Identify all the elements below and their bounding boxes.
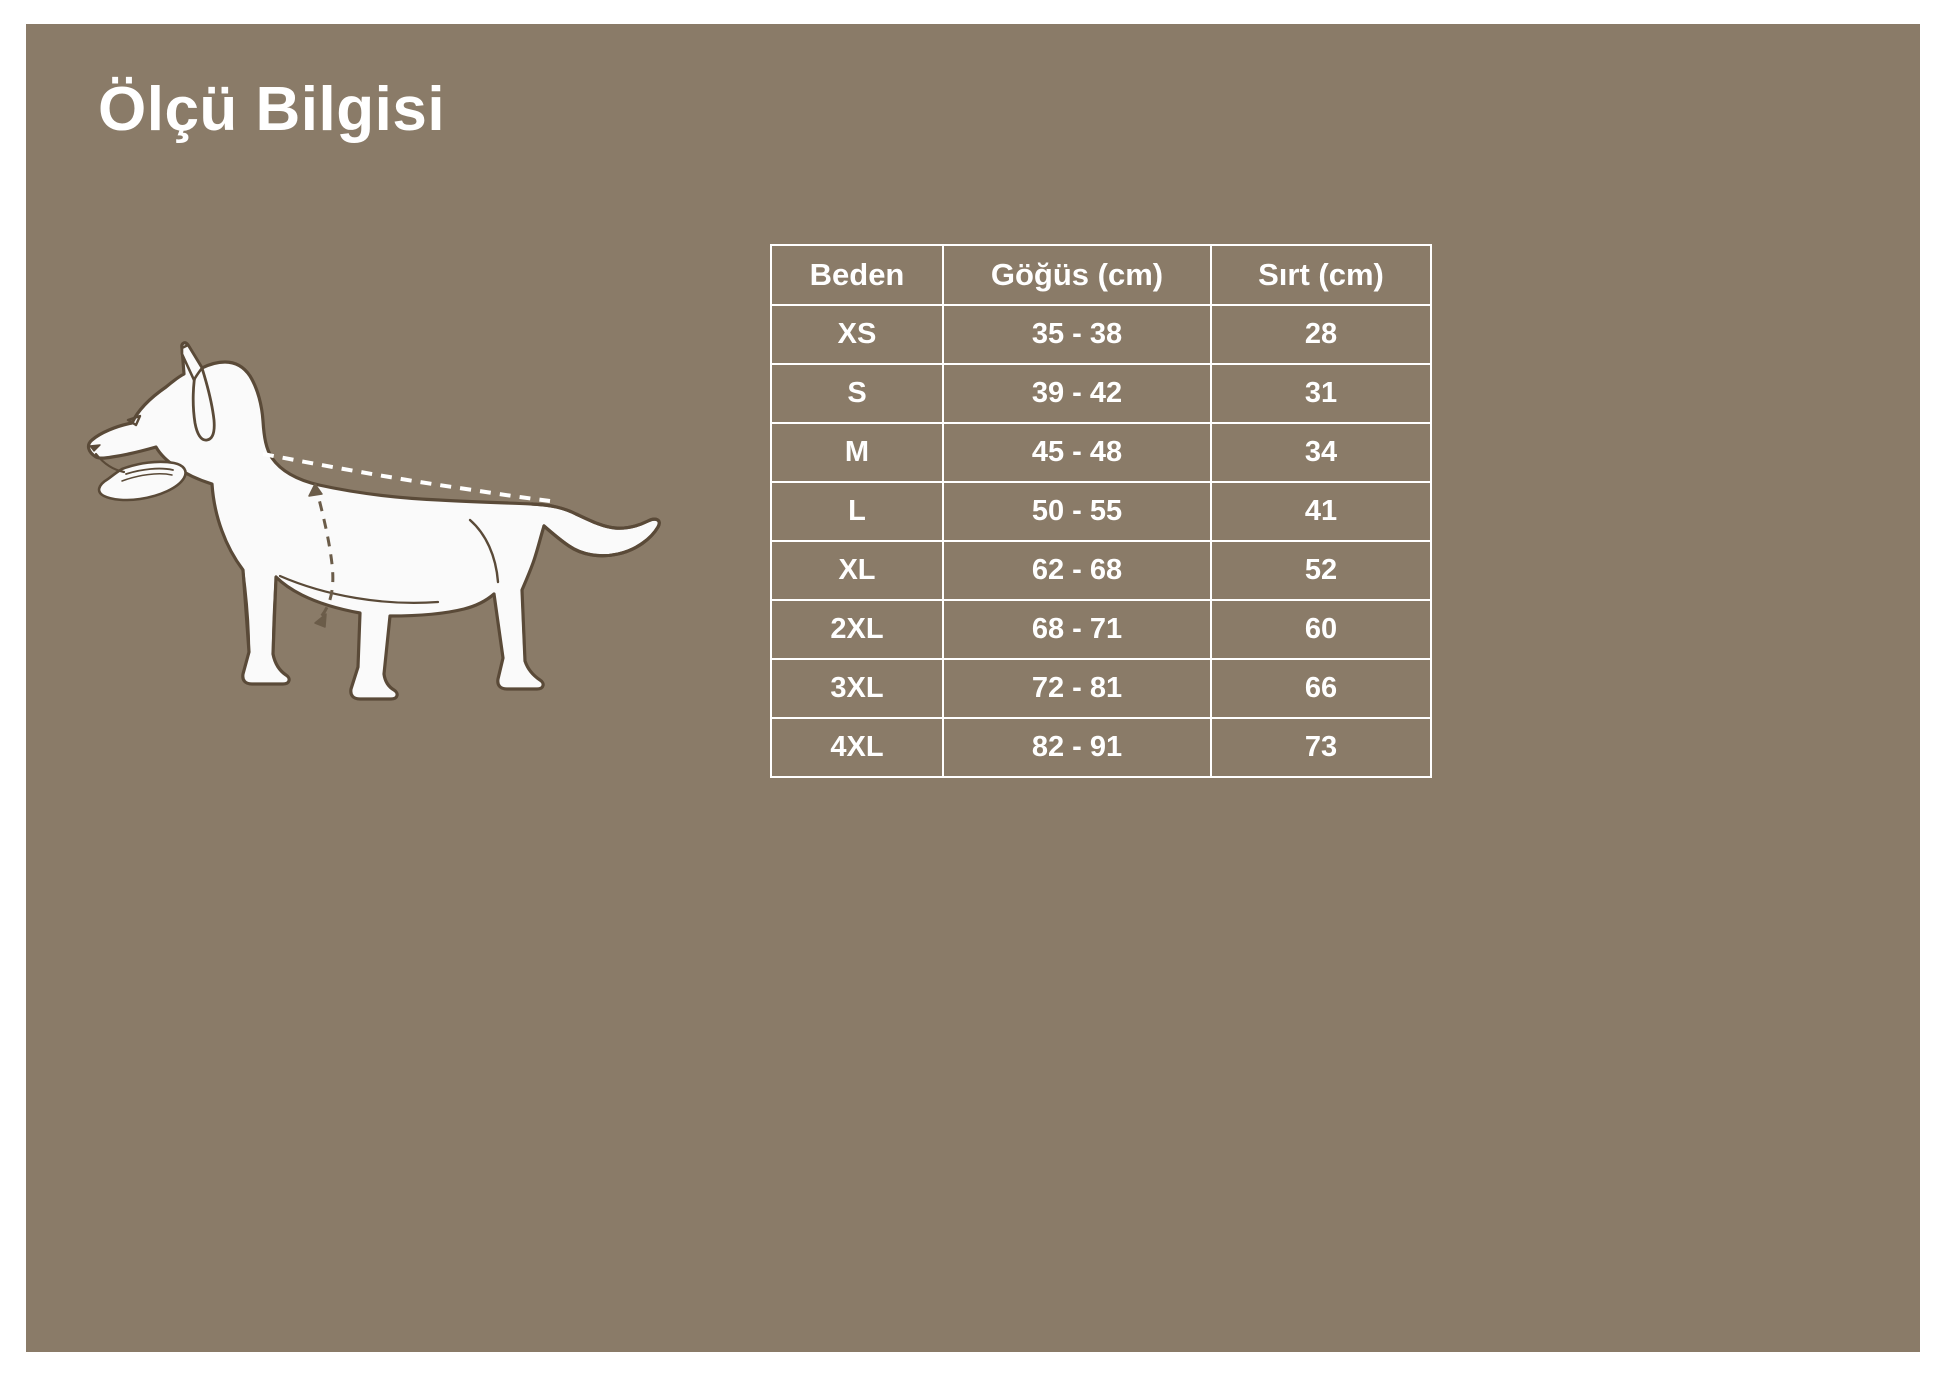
table-row: 4XL 82 - 91 73 [770, 717, 1432, 778]
cell-size: 4XL [770, 717, 944, 778]
dog-nose [89, 444, 101, 452]
cell-size: 2XL [770, 599, 944, 660]
size-chart-table: Beden Göğüs (cm) Sırt (cm) XS 35 - 38 28… [770, 244, 1432, 778]
dog-body-shape [86, 341, 661, 701]
table-header-row: Beden Göğüs (cm) Sırt (cm) [770, 244, 1432, 306]
chest-girth-dashed-arc [313, 483, 335, 622]
poster-canvas: Ölçü Bilgisi [26, 24, 1920, 1352]
table-row: L 50 - 55 41 [770, 481, 1432, 542]
dog-measurement-illustration [66, 324, 706, 774]
dog-ear-back [180, 343, 204, 382]
size-table-head: Beden Göğüs (cm) Sırt (cm) [770, 244, 1432, 306]
cell-back: 73 [1210, 717, 1432, 778]
cell-back: 31 [1210, 363, 1432, 424]
dog-hind-leg-line [520, 588, 527, 663]
cell-back: 34 [1210, 422, 1432, 483]
cell-size: XS [770, 304, 944, 365]
cell-size: S [770, 363, 944, 424]
column-header-back: Sırt (cm) [1210, 244, 1432, 306]
cell-chest: 82 - 91 [942, 717, 1212, 778]
dog-flank-crease [278, 574, 440, 604]
cell-back: 41 [1210, 481, 1432, 542]
dog-tongue-crease [125, 467, 174, 475]
cell-chest: 45 - 48 [942, 422, 1212, 483]
dog-body-group [86, 341, 661, 701]
dog-mouth-line [94, 452, 126, 474]
cell-chest: 68 - 71 [942, 599, 1212, 660]
page-title: Ölçü Bilgisi [98, 75, 446, 144]
cell-chest: 39 - 42 [942, 363, 1212, 424]
table-row: 2XL 68 - 71 60 [770, 599, 1432, 660]
back-length-measure-group [262, 452, 551, 503]
chest-girth-arrowhead-top [308, 483, 323, 497]
table-row: XS 35 - 38 28 [770, 304, 1432, 365]
dog-haunch-contour [468, 518, 500, 584]
cell-chest: 35 - 38 [942, 304, 1212, 365]
cell-size: 3XL [770, 658, 944, 719]
size-table-container: Beden Göğüs (cm) Sırt (cm) XS 35 - 38 28… [770, 244, 1432, 778]
cell-back: 66 [1210, 658, 1432, 719]
chest-girth-measure-group [308, 483, 335, 628]
dog-eye [126, 414, 142, 427]
dog-front-leg-far [271, 575, 278, 656]
cell-back: 52 [1210, 540, 1432, 601]
column-header-chest: Göğüs (cm) [942, 244, 1212, 306]
cell-size: L [770, 481, 944, 542]
cell-back: 60 [1210, 599, 1432, 660]
dog-tail [530, 502, 661, 558]
dog-front-leg-line [241, 568, 251, 654]
column-header-size: Beden [770, 244, 944, 306]
size-table-body: XS 35 - 38 28 S 39 - 42 31 M 45 - 48 34 [770, 304, 1432, 778]
cell-chest: 72 - 81 [942, 658, 1212, 719]
chest-girth-arrowhead-bottom [314, 613, 327, 628]
table-row: S 39 - 42 31 [770, 363, 1432, 424]
cell-size: M [770, 422, 944, 483]
cell-chest: 50 - 55 [942, 481, 1212, 542]
table-row: XL 62 - 68 52 [770, 540, 1432, 601]
cell-size: XL [770, 540, 944, 601]
dog-tongue-crease-2 [121, 473, 173, 482]
table-row: 3XL 72 - 81 66 [770, 658, 1432, 719]
cell-back: 28 [1210, 304, 1432, 365]
cell-chest: 62 - 68 [942, 540, 1212, 601]
back-length-dashed-line [262, 452, 551, 503]
dog-ear-front [191, 366, 216, 442]
table-row: M 45 - 48 34 [770, 422, 1432, 483]
